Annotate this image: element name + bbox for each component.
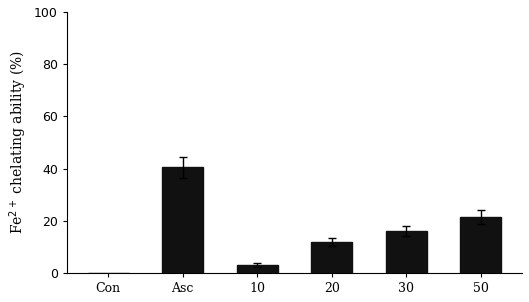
Bar — [237, 265, 278, 273]
Bar — [162, 167, 203, 273]
Bar — [460, 217, 501, 273]
Y-axis label: Fe$^{2+}$ chelating ability (%): Fe$^{2+}$ chelating ability (%) — [7, 50, 29, 234]
Bar — [386, 231, 427, 273]
Bar — [311, 242, 352, 273]
